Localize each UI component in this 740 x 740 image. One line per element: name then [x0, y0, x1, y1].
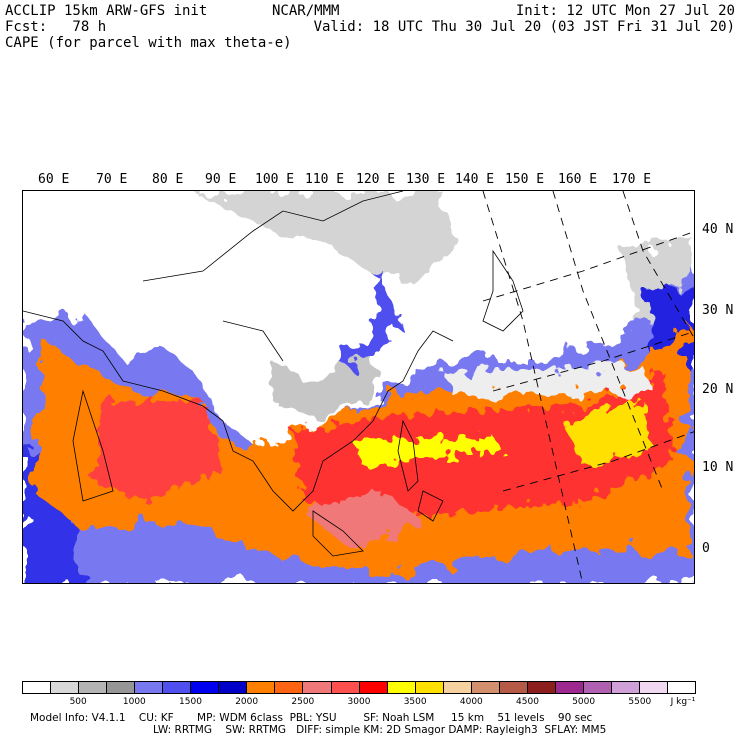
- colorbar-swatch: [359, 682, 388, 693]
- colorbar-swatch: [443, 682, 472, 693]
- colorbar-swatch: [471, 682, 500, 693]
- colorbar-tick-label: 5000: [572, 697, 596, 707]
- colorbar-swatch: [163, 682, 192, 693]
- model-info-line2: LW: RRTMG SW: RRTMG DIFF: simple KM: 2D …: [153, 724, 607, 736]
- colorbar-tick-label: 1500: [179, 697, 202, 707]
- colorbar-swatch: [387, 682, 416, 693]
- colorbar-swatch: [191, 682, 220, 693]
- colorbar-tick-label: 2000: [235, 697, 259, 707]
- colorbar-swatch: [135, 682, 164, 693]
- colorbar-tick-label: 3000: [347, 697, 371, 707]
- colorbar-tick-label: 2500: [291, 697, 315, 707]
- colorbar-swatch: [611, 682, 641, 693]
- colorbar-swatch: [219, 682, 248, 693]
- longitude-label: 140 E: [455, 172, 495, 187]
- colorbar-swatch: [303, 682, 332, 693]
- model-title: ACCLIP 15km ARW-GFS init: [5, 3, 208, 19]
- colorbar-swatch: [415, 682, 444, 693]
- colorbar-swatch: [79, 682, 108, 693]
- latitude-label: 30 N: [702, 303, 734, 318]
- latitude-label: 0: [702, 541, 710, 556]
- colorbar-tick-label: 500: [69, 697, 87, 707]
- colorbar-tick-label: 4000: [459, 697, 483, 707]
- colorbar-tick-label: 5500: [628, 697, 652, 707]
- colorbar-swatch: [275, 682, 304, 693]
- longitude-label: 170 E: [612, 172, 652, 187]
- longitude-label: 150 E: [505, 172, 545, 187]
- colorbar-swatch: [668, 682, 696, 693]
- colorbar-swatch: [331, 682, 360, 693]
- colorbar-units: J kg⁻¹: [670, 697, 696, 707]
- colorbar-swatch: [640, 682, 669, 693]
- longitude-label: 130 E: [406, 172, 446, 187]
- longitude-label: 100 E: [255, 172, 295, 187]
- longitude-label: 90 E: [205, 172, 237, 187]
- colorbar-swatch: [555, 682, 584, 693]
- model-info-line1: Model Info: V4.1.1 CU: KF MP: WDM 6class…: [30, 712, 593, 724]
- cape-map-graphic: [23, 191, 694, 583]
- field-name: CAPE (for parcel with max theta-e): [5, 35, 292, 51]
- longitude-label: 160 E: [558, 172, 598, 187]
- colorbar-tick-label: 4500: [516, 697, 539, 707]
- longitude-label: 120 E: [356, 172, 396, 187]
- colorbar-swatch: [247, 682, 276, 693]
- latitude-label: 10 N: [702, 460, 734, 475]
- longitude-label: 70 E: [96, 172, 128, 187]
- init-time: Init: 12 UTC Mon 27 Jul 20: [515, 3, 735, 19]
- colorbar-swatch: [583, 682, 612, 693]
- latitude-label: 40 N: [702, 222, 734, 237]
- colorbar-swatch: [23, 682, 52, 693]
- valid-time: Valid: 18 UTC Thu 30 Jul 20 (03 JST Fri …: [313, 19, 735, 35]
- institution-label: NCAR/MMM: [272, 3, 340, 19]
- colorbar: [22, 681, 696, 694]
- colorbar-swatch: [107, 682, 136, 693]
- colorbar-swatch: [527, 682, 556, 693]
- cape-map: [22, 190, 695, 584]
- colorbar-swatch: [499, 682, 528, 693]
- colorbar-swatch: [51, 682, 80, 693]
- colorbar-tick-label: 3500: [403, 697, 427, 707]
- longitude-label: 60 E: [38, 172, 70, 187]
- forecast-hour: Fcst: 78 h: [5, 19, 107, 35]
- longitude-label: 110 E: [305, 172, 345, 187]
- longitude-label: 80 E: [152, 172, 184, 187]
- latitude-label: 20 N: [702, 382, 734, 397]
- colorbar-tick-label: 1000: [122, 697, 146, 707]
